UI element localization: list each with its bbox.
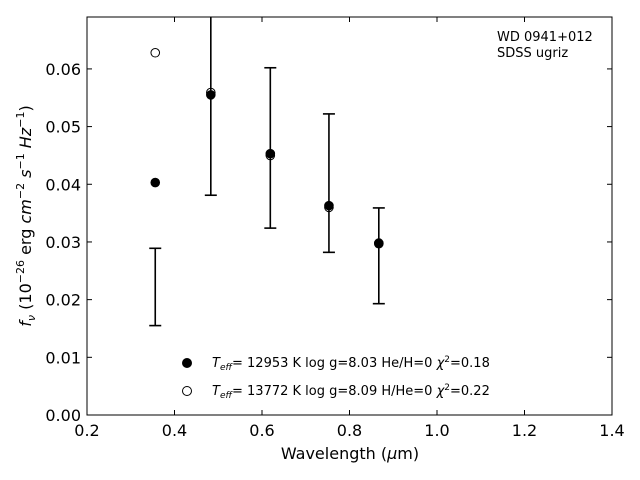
x-tick-label: 0.6	[249, 421, 274, 440]
y-tick-label: 0.05	[45, 118, 81, 137]
plot-frame	[86, 16, 613, 416]
y-tick-label: 0.01	[45, 348, 81, 367]
y-tick-label: 0.03	[45, 233, 81, 252]
legend-marker-open	[182, 386, 192, 396]
annotation-line-1: WD 0941+012	[497, 30, 593, 45]
observed-error-bars	[149, 17, 385, 327]
y-tick-labels: 0.00 0.01 0.02 0.03 0.04 0.05 0.06	[45, 60, 81, 425]
model-point-filled	[206, 90, 216, 100]
x-tick-label: 0.8	[337, 421, 362, 440]
legend-marker-filled	[182, 358, 192, 368]
model-point-open	[265, 150, 276, 161]
annotation-line-2: SDSS ugriz	[497, 46, 568, 61]
y-tick-label: 0.06	[45, 60, 81, 79]
y-tick-label: 0.00	[45, 406, 81, 425]
model-markers	[150, 47, 384, 249]
legend-entry-filled: Teff= 12953 K log g=8.03 He/H=0 χ2=0.18	[212, 355, 490, 373]
legend: Teff= 12953 K log g=8.03 He/H=0 χ2=0.18 …	[182, 355, 490, 401]
x-axis-title: Wavelength (μm)	[281, 444, 419, 463]
model-point-open	[324, 202, 334, 213]
model-point-open	[150, 47, 161, 58]
y-axis-title: fν (10−26 erg cm−2 s−1 Hz−1)	[14, 105, 38, 326]
model-point-filled	[150, 177, 161, 188]
y-tick-label: 0.04	[45, 175, 81, 194]
model-point-open	[374, 238, 384, 249]
y-tick-label: 0.02	[45, 291, 81, 310]
x-tick-label: 0.2	[74, 421, 99, 440]
model-point-open	[206, 87, 216, 98]
x-tick-label: 0.4	[162, 421, 187, 440]
x-tick-labels: 0.2 0.4 0.6 0.8 1.0 1.2 1.4	[74, 421, 624, 440]
x-tick-label: 1.2	[512, 421, 537, 440]
legend-entry-open: Teff= 13772 K log g=8.09 H/He=0 χ2=0.22	[212, 383, 490, 401]
x-tick-label: 1.4	[599, 421, 624, 440]
x-tick-label: 1.0	[424, 421, 449, 440]
